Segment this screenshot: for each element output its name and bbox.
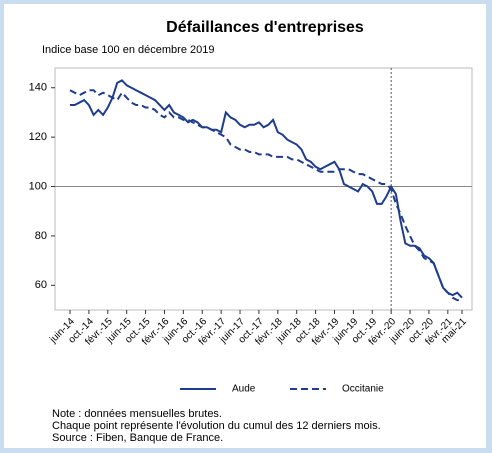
y-tick-label: 140: [29, 82, 47, 94]
panel: [4, 4, 486, 448]
legend-label: Occitanie: [342, 384, 384, 395]
y-tick-label: 120: [29, 131, 47, 143]
legend-label: Aude: [232, 384, 256, 395]
y-tick-label: 100: [29, 180, 47, 192]
note: Note : données mensuelles brutes.: [52, 408, 222, 420]
chart-subtitle: Indice base 100 en décembre 2019: [42, 44, 214, 56]
series-line: [69, 89, 462, 302]
note: Source : Fiben, Banque de France.: [52, 432, 223, 444]
y-tick-label: 80: [35, 230, 47, 242]
plot-frame: [54, 67, 473, 311]
note: Chaque point représente l'évolution du c…: [52, 420, 381, 432]
y-tick-label: 60: [35, 279, 47, 291]
series-line: [70, 79, 463, 299]
chart-title: Défaillances d'entreprises: [166, 19, 364, 36]
